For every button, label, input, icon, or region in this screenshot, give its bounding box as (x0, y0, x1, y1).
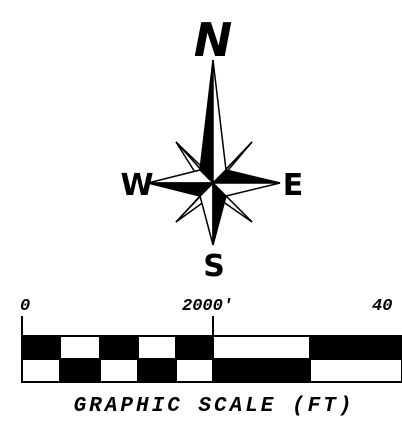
south-label: S (203, 249, 225, 284)
west-label: W (120, 168, 153, 203)
scale-label: 40 (372, 297, 392, 316)
scale-title: GRAPHIC SCALE (FT) (74, 395, 355, 418)
compass-rose (147, 59, 281, 246)
scale-label: 2000' (182, 297, 233, 316)
north-label: N (194, 13, 233, 67)
east-label: E (283, 168, 304, 203)
scale-label: 0 (20, 297, 30, 316)
scale-bar (21, 316, 402, 383)
